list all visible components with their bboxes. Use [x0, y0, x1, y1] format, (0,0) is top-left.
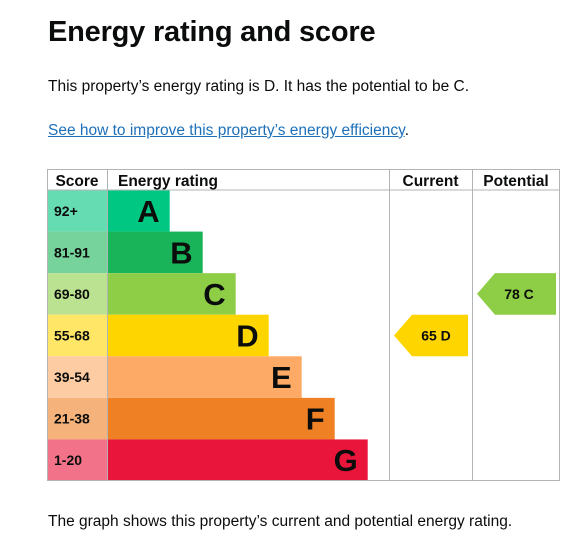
score-range-label: 69-80 [54, 286, 90, 302]
chart-caption: The graph shows this property’s current … [48, 513, 513, 530]
current-rating-arrow [394, 314, 468, 357]
score-range-label: 39-54 [54, 369, 90, 385]
score-range-label: 81-91 [54, 244, 90, 260]
rating-letter: F [306, 402, 325, 437]
page-title: Energy rating and score [48, 16, 376, 48]
header-potential: Potential [483, 173, 548, 190]
score-cell [47, 314, 107, 357]
score-cell [47, 439, 107, 481]
header-energy-rating: Energy rating [118, 173, 218, 190]
score-range-label: 1-20 [54, 452, 82, 468]
rating-bar [107, 231, 203, 274]
rating-bar [107, 314, 269, 357]
rating-bar [107, 439, 368, 481]
header-score: Score [55, 173, 98, 190]
score-cell [47, 397, 107, 440]
potential-rating-arrow [477, 273, 556, 315]
rating-bar [107, 190, 170, 232]
rating-letter: D [236, 319, 258, 354]
rating-bar [107, 397, 335, 440]
score-cell [47, 273, 107, 315]
improve-efficiency-link[interactable]: See how to improve this property’s energ… [48, 122, 405, 139]
rating-letter: E [271, 360, 292, 395]
current-rating-label: 65 D [421, 328, 451, 344]
chart-border [47, 169, 560, 481]
rating-bar [107, 273, 236, 315]
score-cell [47, 356, 107, 398]
score-range-label: 21-38 [54, 411, 90, 427]
rating-bar [107, 356, 302, 398]
rating-letter: B [170, 235, 192, 270]
score-cell [47, 231, 107, 274]
score-range-label: 55-68 [54, 328, 90, 344]
improve-link-line: See how to improve this property’s energ… [48, 122, 409, 140]
rating-letter: C [203, 277, 225, 312]
score-range-label: 92+ [54, 203, 78, 219]
rating-summary: This property’s energy rating is D. It h… [48, 78, 470, 95]
rating-letter: A [137, 194, 159, 229]
potential-rating-label: 78 C [504, 286, 534, 302]
link-suffix: . [404, 122, 409, 139]
rating-letter: G [334, 443, 358, 478]
header-current: Current [403, 173, 459, 190]
score-cell [47, 190, 107, 232]
